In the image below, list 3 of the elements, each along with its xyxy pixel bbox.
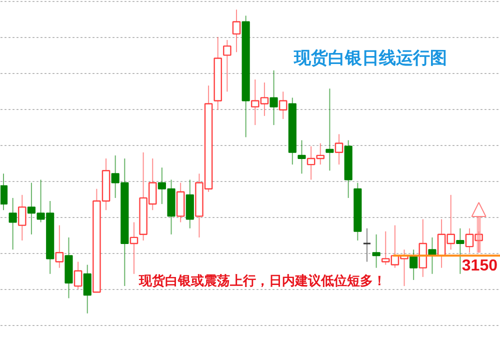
annotation: 现货白银或震荡上行，日内建议低位短多！ bbox=[138, 273, 386, 289]
annotation: 3150 bbox=[462, 258, 498, 275]
text: 现货白银日线运行图 bbox=[293, 48, 447, 68]
